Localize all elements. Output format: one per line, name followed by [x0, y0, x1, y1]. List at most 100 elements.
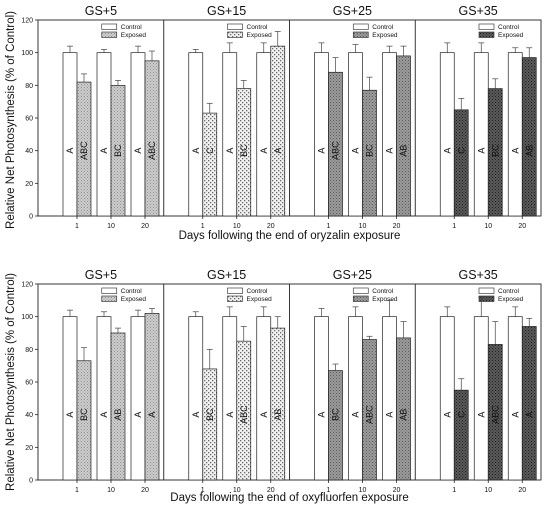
significance-letter: A [99, 412, 109, 418]
legend-label-exposed: Exposed [372, 32, 398, 39]
legend-label-control: Control [121, 24, 143, 31]
y-tick-label: 100 [21, 314, 33, 321]
x-axis-label: Days following the end of oxyfluorfen ex… [170, 492, 408, 504]
x-tick-label: 10 [107, 487, 115, 494]
exposed-bar [202, 112, 218, 217]
exposed-bar [521, 326, 537, 481]
significance-letter: A [259, 148, 269, 154]
y-axis-label: Relative Net Photosynthesis (% of Contro… [5, 273, 17, 491]
control-bar [96, 52, 112, 217]
legend-swatch-control [227, 287, 243, 294]
significance-letter: AB [113, 409, 123, 421]
x-tick-label: 20 [141, 487, 149, 494]
control-bar [507, 316, 523, 481]
legend-swatch-control [478, 287, 495, 294]
x-tick-label: 1 [201, 223, 205, 230]
y-axis-label: Relative Net Photosynthesis (% of Contro… [5, 11, 17, 229]
control-bar [314, 52, 329, 217]
y-tick-label: 20 [25, 445, 33, 452]
control-bar [314, 316, 329, 481]
control-bar [473, 52, 489, 217]
x-tick-label: 1 [201, 487, 205, 494]
legend-swatch-exposed [227, 31, 243, 38]
significance-letter: A [385, 148, 395, 154]
significance-letter: ABC [79, 141, 89, 160]
x-tick-label: 1 [75, 223, 79, 230]
control-bar [130, 52, 146, 217]
legend-swatch-exposed [352, 295, 369, 302]
x-tick-label: 10 [484, 223, 492, 230]
legend-swatch-control [101, 23, 118, 30]
panel-title: GS+15 [207, 268, 246, 282]
control-bar [62, 316, 78, 481]
significance-letter: ABC [147, 141, 157, 160]
legend-swatch-exposed [227, 295, 243, 302]
significance-letter: ABC [365, 405, 375, 424]
x-tick-label: 10 [359, 487, 367, 494]
control-bar [382, 316, 397, 481]
exposed-bar [110, 332, 126, 481]
legend-label-exposed: Exposed [247, 296, 273, 303]
y-tick-label: 20 [25, 181, 33, 188]
significance-letter: A [65, 148, 75, 154]
significance-letter: C [456, 147, 466, 154]
panel-title: GS+5 [85, 268, 117, 282]
significance-letter: BC [239, 144, 249, 157]
legend-label-exposed: Exposed [247, 32, 273, 39]
x-tick-label: 20 [267, 223, 275, 230]
significance-letter: A [65, 412, 75, 418]
significance-letter: A [442, 412, 452, 418]
x-tick-label: 1 [452, 223, 456, 230]
y-tick-label: 120 [21, 282, 33, 289]
significance-letter: A [351, 412, 361, 418]
x-tick-label: 10 [233, 487, 241, 494]
control-bar [222, 316, 238, 481]
exposed-bar [453, 109, 469, 217]
legend-label-control: Control [498, 288, 520, 295]
panel-title: GS+25 [333, 268, 372, 282]
x-tick-label: 10 [359, 223, 367, 230]
significance-letter: A [524, 412, 534, 418]
legend-label-control: Control [247, 24, 269, 31]
panel-title: GS+5 [85, 4, 117, 18]
x-tick-label: 10 [484, 487, 492, 494]
control-bar [130, 316, 146, 481]
panel-title: GS+15 [207, 4, 246, 18]
significance-letter: A [225, 148, 235, 154]
significance-letter: BC [205, 408, 215, 421]
significance-letter: A [147, 412, 157, 418]
x-tick-label: 20 [518, 223, 526, 230]
legend-label-exposed: Exposed [372, 296, 398, 303]
legend-label-exposed: Exposed [121, 296, 147, 303]
significance-letter: AB [524, 145, 534, 157]
legend-swatch-exposed [478, 295, 495, 302]
legend-swatch-exposed [101, 295, 118, 302]
y-tick-label: 60 [25, 380, 33, 387]
legend-label-control: Control [372, 288, 394, 295]
exposed-bar [328, 370, 343, 481]
significance-letter: AB [273, 409, 283, 421]
exposed-bar [144, 60, 160, 217]
legend-swatch-exposed [101, 31, 118, 38]
significance-letter: A [476, 412, 486, 418]
y-tick-label: 80 [25, 83, 33, 90]
control-bar [348, 52, 363, 217]
control-bar [222, 52, 238, 217]
legend-swatch-control [478, 23, 495, 30]
significance-letter: BC [365, 144, 375, 157]
x-tick-label: 20 [141, 223, 149, 230]
x-axis-label: Days following the end of oryzalin expos… [179, 230, 401, 242]
legend-label-control: Control [121, 288, 143, 295]
significance-letter: BC [113, 144, 123, 157]
panel-title: GS+25 [333, 4, 372, 18]
control-bar [382, 52, 397, 217]
significance-letter: A [442, 148, 452, 154]
x-tick-label: 20 [393, 487, 401, 494]
significance-letter: BC [331, 408, 341, 421]
significance-letter: A [317, 148, 327, 154]
